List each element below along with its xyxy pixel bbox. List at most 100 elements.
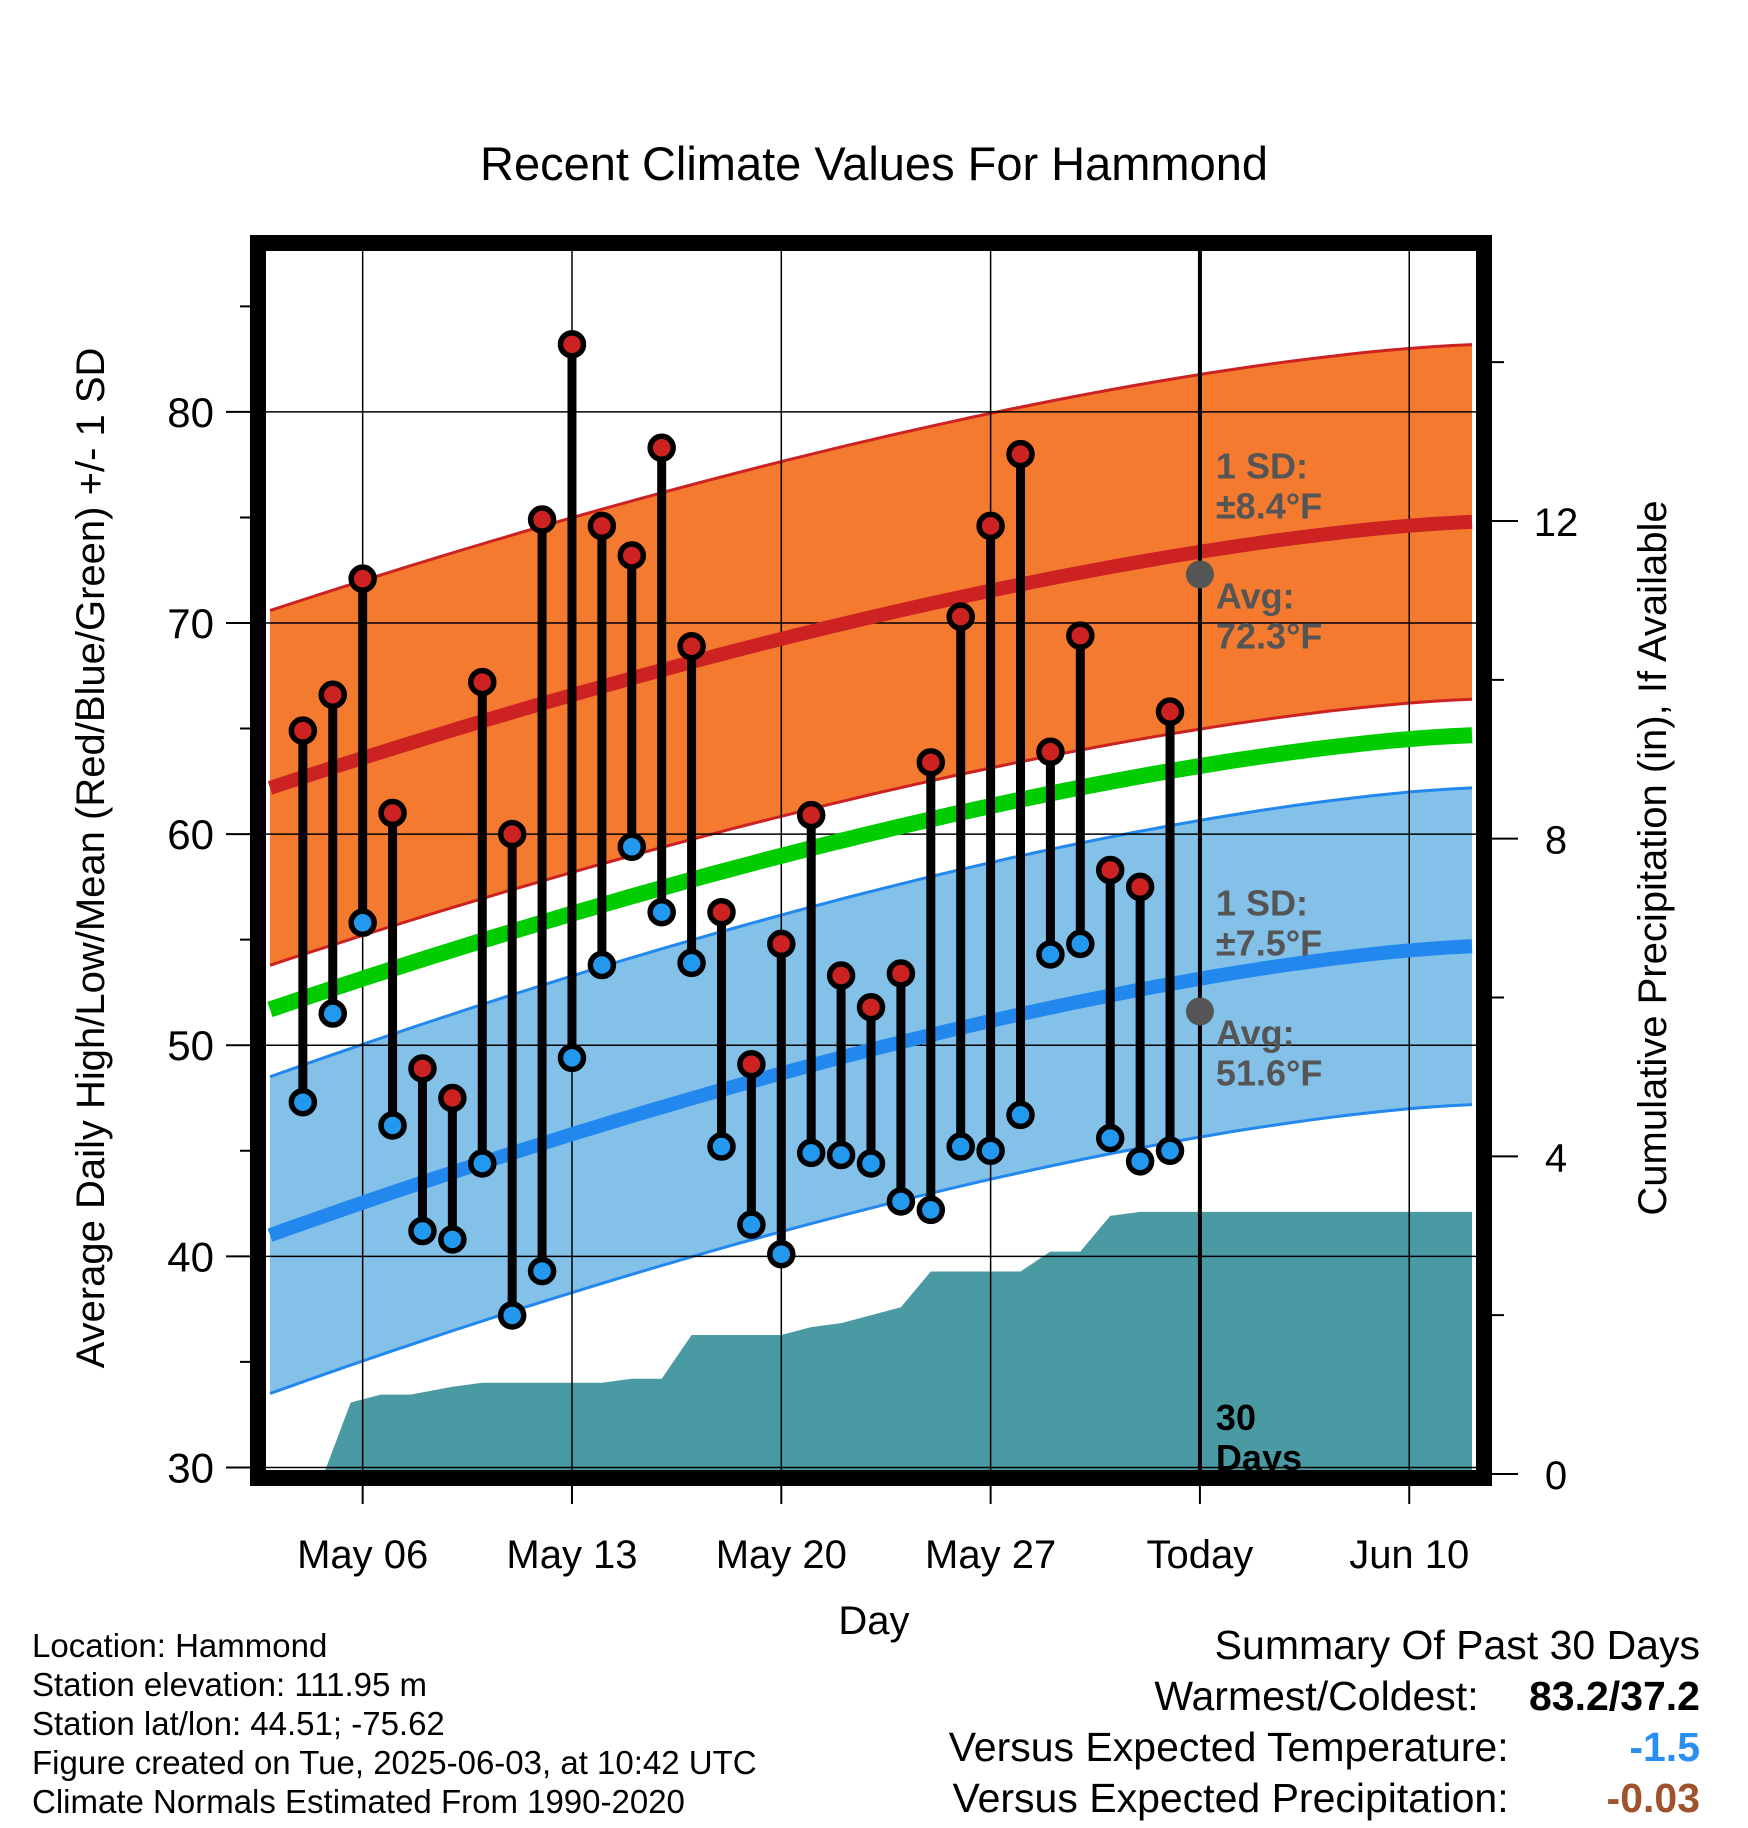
daily-points <box>288 330 1185 1330</box>
high-sd-band-upper <box>269 343 1473 613</box>
y-tick-label: 30 <box>167 1444 214 1491</box>
today-low-avg-marker <box>1185 997 1214 1026</box>
high-point <box>527 505 557 534</box>
low-avg-label-line2: 51.6°F <box>1216 1052 1322 1093</box>
low-point <box>1036 940 1065 969</box>
low-point <box>886 1187 916 1216</box>
latlon-line: Station lat/lon: 44.51; -75.62 <box>32 1705 445 1742</box>
high-point <box>767 929 796 959</box>
y-tick-label: 70 <box>167 600 214 647</box>
location-line: Location: Hammond <box>32 1627 328 1664</box>
low-point <box>826 1140 856 1170</box>
warm-cold-label: Warmest/Coldest: <box>1154 1673 1479 1719</box>
low-sd-label-line1: 1 SD: <box>1216 882 1308 923</box>
warm-cold-value: 83.2/37.2 <box>1529 1673 1700 1719</box>
elevation-line: Station elevation: 111.95 m <box>32 1666 428 1703</box>
y2-tick-label: 12 <box>1534 501 1579 545</box>
precip-label: Versus Expected Precipitation: <box>952 1775 1509 1821</box>
precip-value: -0.03 <box>1606 1775 1700 1821</box>
high-sd-label-line2: ±8.4°F <box>1216 485 1322 526</box>
high-point <box>946 602 975 631</box>
low-point <box>796 1138 826 1168</box>
low-point <box>1095 1123 1125 1153</box>
low-point <box>976 1136 1005 1166</box>
low-point <box>1066 929 1095 959</box>
high-point <box>1155 697 1185 726</box>
x-tick-label: May 20 <box>716 1533 847 1577</box>
low-point <box>767 1239 796 1269</box>
high-point <box>1066 621 1095 650</box>
precip-area <box>270 1211 1472 1478</box>
high-point <box>617 541 647 570</box>
high-point <box>856 992 886 1022</box>
summary-title: Summary Of Past 30 Days <box>1214 1622 1700 1668</box>
y-tick-label: 50 <box>167 1022 214 1069</box>
low-avg-label-line1: Avg: <box>1216 1012 1295 1053</box>
low-point <box>378 1111 407 1140</box>
high-sd-label-line1: 1 SD: <box>1216 445 1308 486</box>
high-point <box>497 819 527 849</box>
station-info: Location: Hammond Station elevation: 111… <box>32 1626 757 1821</box>
x-axis-label: Day <box>838 1599 909 1643</box>
normals-line: Climate Normals Estimated From 1990-2020 <box>32 1783 685 1820</box>
high-point <box>408 1054 437 1083</box>
high-point <box>886 959 916 988</box>
low-point <box>677 948 706 978</box>
precipitation-area <box>270 1211 1472 1478</box>
high-avg-label-line1: Avg: <box>1216 575 1295 616</box>
low-point <box>707 1132 736 1161</box>
y2-axis-label: Cumulative Precipitation (in), If Availa… <box>1631 500 1675 1215</box>
high-avg-label-line2: 72.3°F <box>1216 615 1322 656</box>
temp-label: Versus Expected Temperature: <box>948 1724 1509 1770</box>
warm-cold-row: Warmest/Coldest: 83.2/37.2 <box>949 1671 1700 1722</box>
low-point <box>348 908 377 938</box>
high-point <box>737 1049 766 1079</box>
high-point <box>468 667 497 697</box>
high-point <box>707 897 736 927</box>
high-point <box>288 716 318 745</box>
high-sd-band-lower <box>269 697 1473 967</box>
low-point <box>856 1149 886 1178</box>
low-point <box>318 999 348 1028</box>
low-point <box>916 1195 946 1225</box>
precip-row: Versus Expected Precipitation: -0.03 <box>949 1773 1701 1824</box>
summary-panel: Summary Of Past 30 Days Warmest/Coldest:… <box>949 1620 1700 1824</box>
today-high-avg-marker <box>1185 560 1214 589</box>
high-point <box>1095 855 1125 885</box>
normal-high-line <box>267 514 1473 795</box>
high-point <box>1125 872 1155 902</box>
high-point <box>348 564 377 593</box>
high-point <box>1006 439 1035 469</box>
chart-title: Recent Climate Values For Hammond <box>480 137 1268 190</box>
y-axis-label: Average Daily High/Low/Mean (Red/Blue/Gr… <box>69 348 113 1369</box>
y2-tick-label: 0 <box>1545 1454 1567 1498</box>
low-point <box>1125 1147 1155 1176</box>
low-point <box>587 950 617 980</box>
low-point <box>288 1087 318 1117</box>
low-sd-label-line2: ±7.5°F <box>1216 922 1322 963</box>
x-tick-label: May 13 <box>506 1533 637 1577</box>
high-point <box>438 1083 467 1113</box>
low-point <box>1006 1100 1035 1130</box>
y-tick-label: 60 <box>167 811 214 858</box>
high-point <box>587 511 617 541</box>
daily-range-stems <box>298 344 1175 1316</box>
normal-mean-line <box>267 727 1473 1018</box>
high-point <box>1036 737 1065 767</box>
high-point <box>677 631 706 661</box>
high-point <box>796 800 826 830</box>
temp-value: -1.5 <box>1629 1724 1700 1770</box>
high-point <box>378 798 407 828</box>
x-tick-label: Today <box>1147 1533 1254 1577</box>
created-line: Figure created on Tue, 2025-06-03, at 10… <box>32 1744 757 1781</box>
low-point <box>497 1301 527 1330</box>
axis-ticks: 30 40 50 60 70 80 0 4 8 12 May 06 May 13 May 20 May 2… <box>167 305 1579 1577</box>
x-tick-label: May 06 <box>297 1533 428 1577</box>
x-tick-label: Jun 10 <box>1349 1533 1469 1577</box>
low-point <box>946 1132 975 1161</box>
low-sd-band-lower <box>269 1103 1473 1395</box>
y-tick-label: 80 <box>167 389 214 436</box>
y-tick-label: 40 <box>167 1233 214 1280</box>
y2-tick-label: 8 <box>1545 819 1567 863</box>
